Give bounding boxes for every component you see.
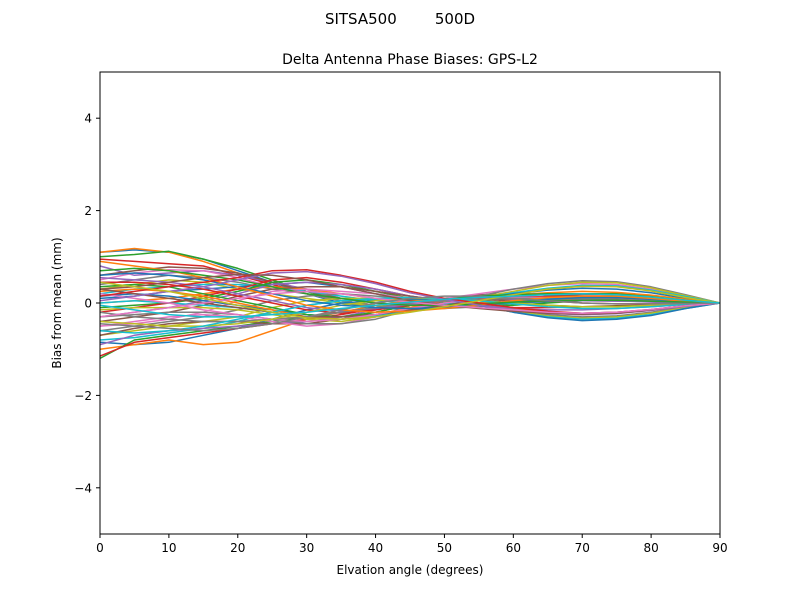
x-tick-label: 60 (506, 541, 521, 555)
series-line (99, 293, 721, 318)
y-tick-label: −4 (74, 481, 92, 495)
series-line (99, 281, 721, 320)
y-axis-ticks: −4 −2 0 2 4 (74, 112, 100, 495)
x-tick-label: 40 (368, 541, 383, 555)
x-tick-label: 0 (96, 541, 104, 555)
y-tick-label: 2 (84, 204, 92, 218)
y-tick-label: 4 (84, 112, 92, 126)
x-tick-label: 50 (437, 541, 452, 555)
series-line (99, 272, 721, 310)
x-tick-label: 30 (299, 541, 314, 555)
figure-suptitle: SITSA500 500D (325, 10, 475, 28)
series-line (99, 288, 721, 320)
y-tick-label: 0 (84, 297, 92, 311)
series-line (99, 297, 721, 323)
x-axis-ticks: 0 10 20 30 40 50 60 70 80 90 (96, 534, 728, 555)
x-tick-label: 20 (230, 541, 245, 555)
y-axis-label: Bias from mean (mm) (50, 237, 64, 368)
series-line (99, 298, 721, 346)
series-line (99, 296, 721, 334)
series-line (99, 273, 721, 315)
y-tick-label: −2 (74, 389, 92, 403)
series-layer (99, 247, 721, 360)
plot-area-frame (99, 71, 721, 535)
x-axis-label: Elvation angle (degrees) (337, 563, 484, 577)
x-tick-label: 10 (161, 541, 176, 555)
x-tick-label: 80 (643, 541, 658, 555)
series-line (99, 295, 721, 332)
x-tick-label: 90 (712, 541, 727, 555)
x-tick-label: 70 (575, 541, 590, 555)
chart-title: Delta Antenna Phase Biases: GPS-L2 (282, 52, 538, 68)
series-line (99, 267, 721, 307)
